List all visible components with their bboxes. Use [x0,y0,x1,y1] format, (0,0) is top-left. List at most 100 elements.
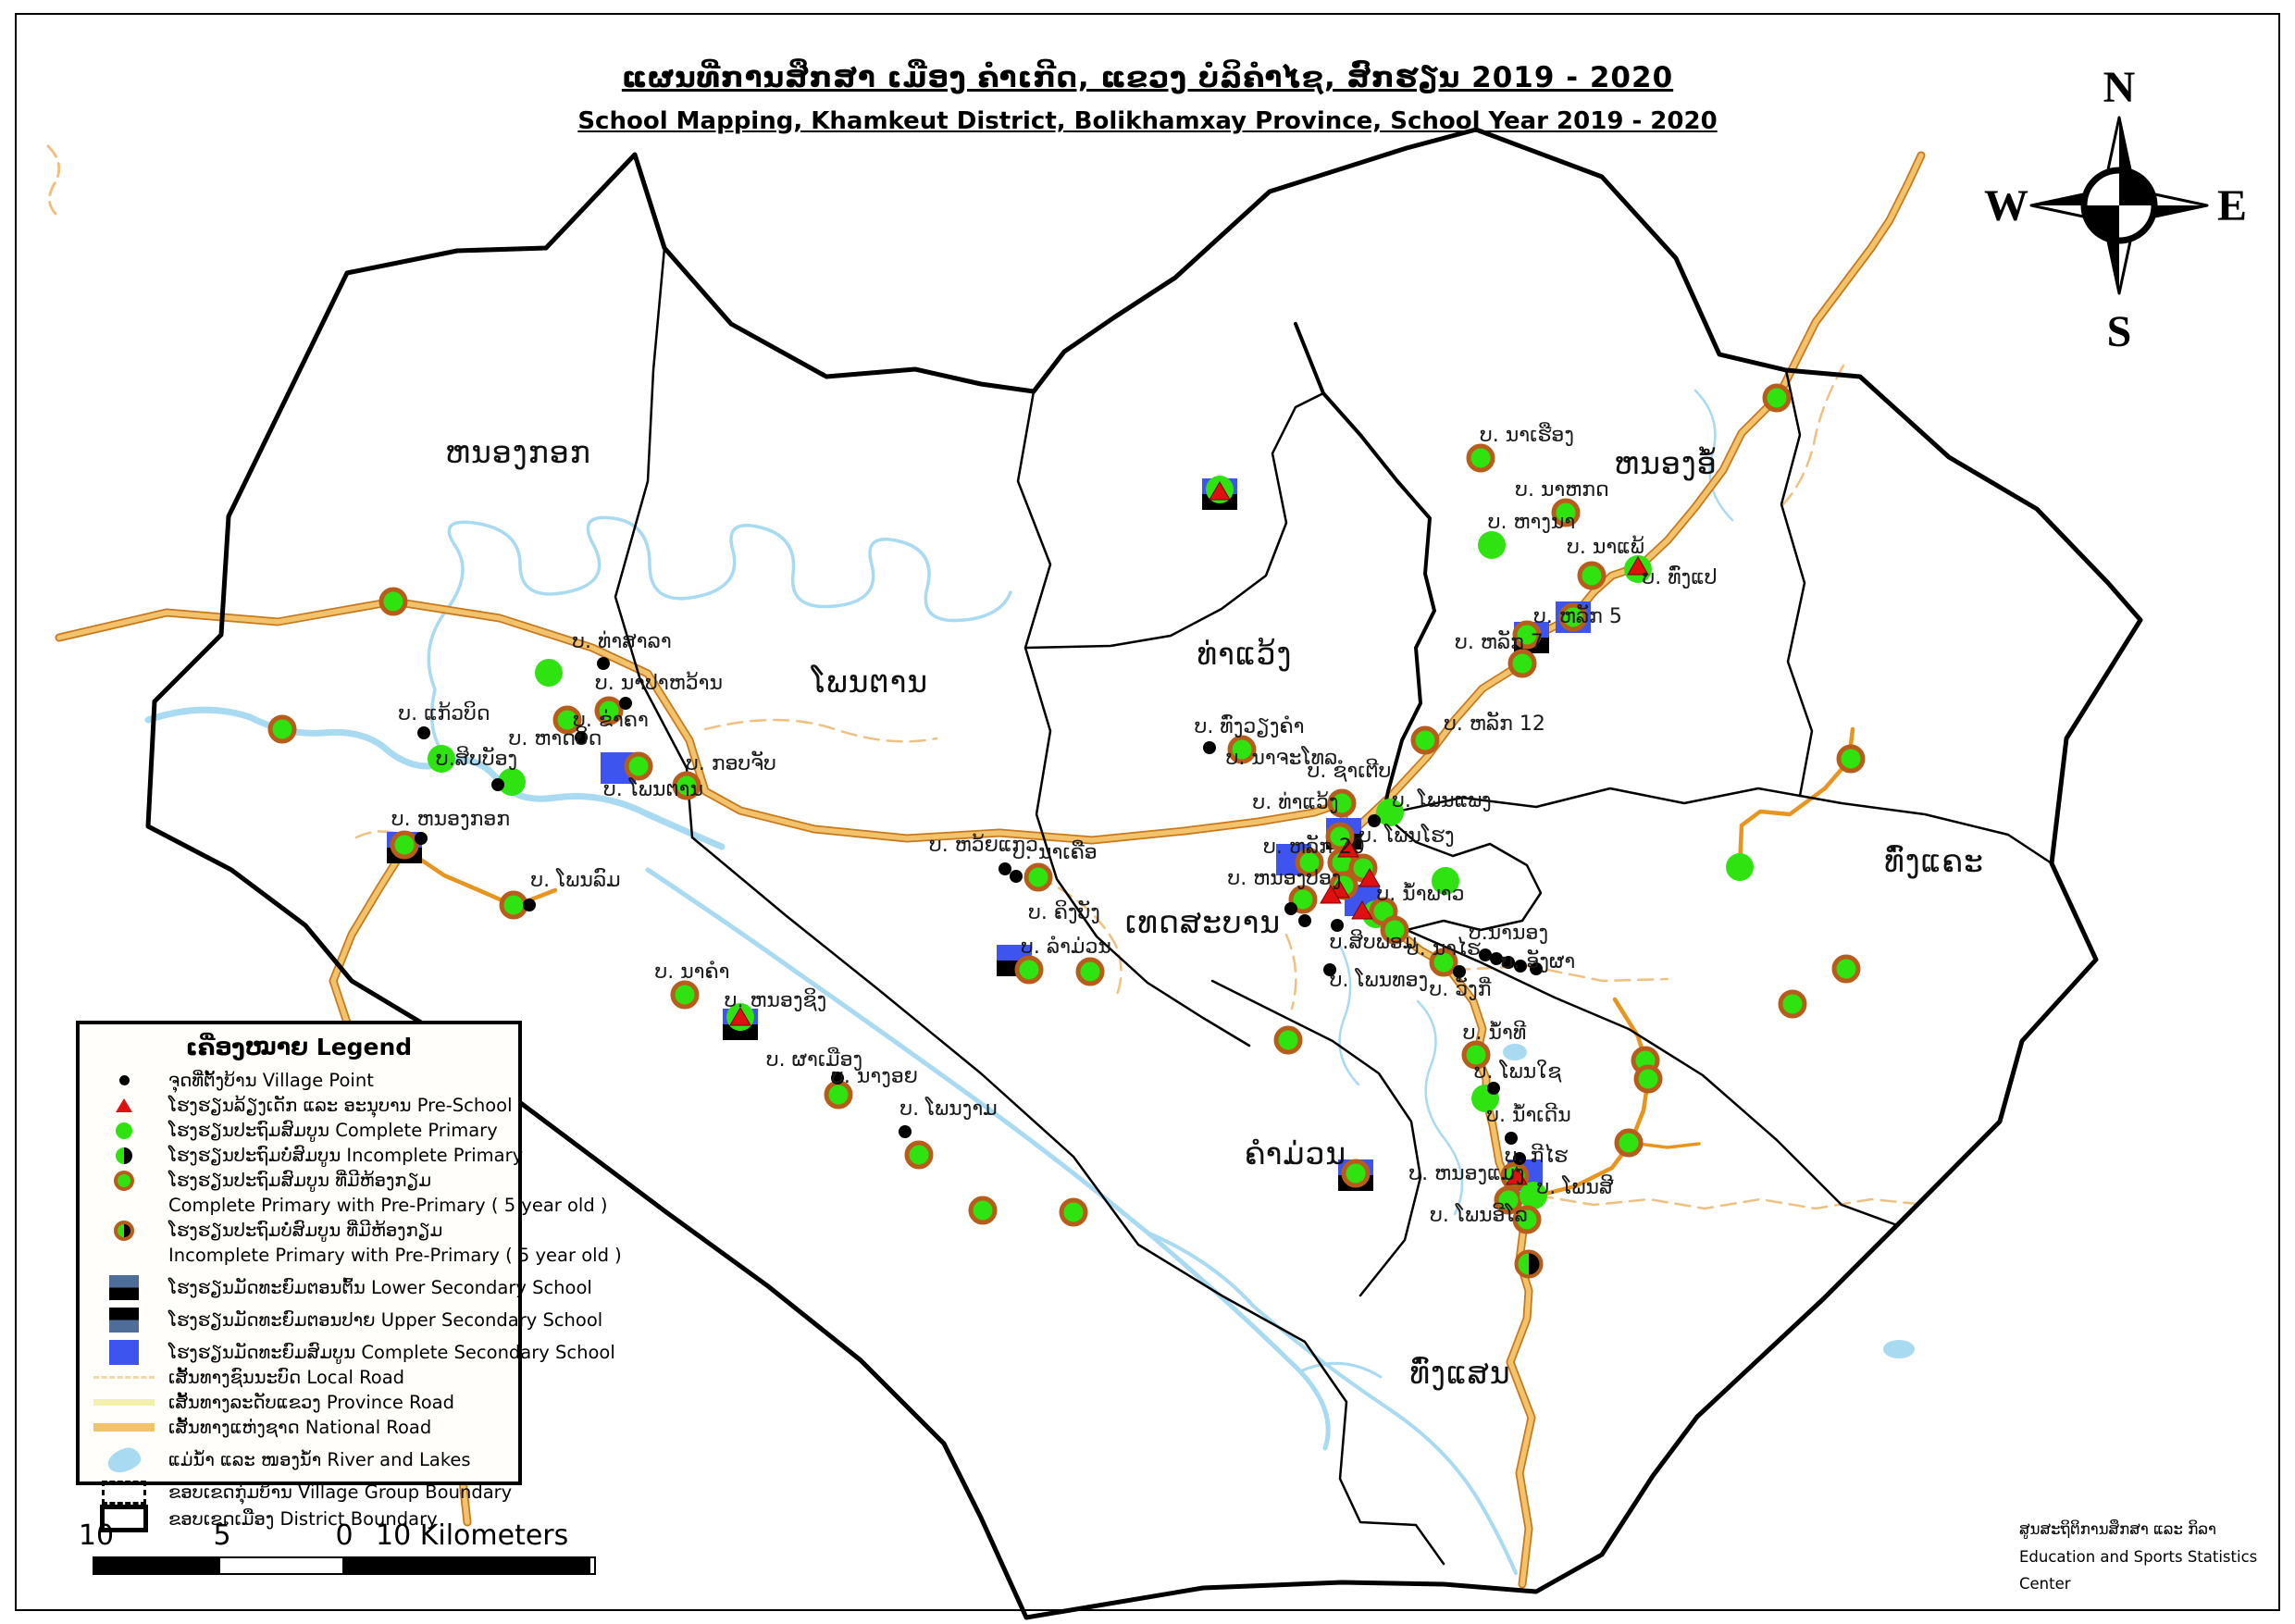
title-block: ແຜນທີ່ການສຶກສາ ເມືອງ ຄຳເກີດ, ແຂວງ ບໍລິຄຳ… [0,61,2295,135]
national-road-symbol [93,1423,155,1432]
complete-primary-pre-marker [1341,1159,1371,1188]
legend-spacer [80,1300,518,1308]
village-group-label: ທົ່ງແສນ [1409,1355,1510,1391]
complete-primary-pre-marker [1831,954,1861,984]
pre-school-marker [729,1007,751,1026]
village-point-marker [1453,965,1466,978]
scale-segment-black-1 [94,1558,220,1573]
legend-items: ຈຸດທີ່ຕັ້ງບ້ານ Village Point ໂຮງຮຽນລ້ຽງເດ… [80,1068,622,1532]
village-point-marker [1502,956,1515,969]
complete-primary-pre-marker [1614,1128,1644,1158]
local-road-topleft [46,144,63,220]
scale-segment-black-2 [342,1558,590,1573]
complete-primary-pre-marker [624,751,653,781]
compass-quadrant-sw [2084,205,2119,241]
village-label: ບ. ໂພນທອງ [1330,969,1428,992]
village-point-marker [1298,914,1311,927]
village-label: ບ. ທ່າແວ້ງ [1253,791,1339,814]
school-markers-layer [267,383,1866,1279]
village-label: ບ. ໂພນໂຮງ [1358,824,1454,848]
pre-school-marker [1337,838,1359,858]
village-label: ບ. ຫລັກ 7 [1455,630,1544,654]
complete-primary-pre-marker [1551,498,1581,527]
river-southeast [645,867,1331,1451]
district-boundary [145,127,2143,1620]
legend-item-label: Incomplete Primary with Pre-Primary ( 5 … [168,1245,622,1266]
legend-item-label: ແມ່ນ້ຳ ແລະ ໜອງນ້ຳ River and Lakes [168,1449,471,1470]
village-point-marker [1513,1152,1526,1165]
legend-item-label: ໂຮງຮຽນປະຖົມບໍ່ສົມບູນ ທີ່ມີຫ້ອງກຽມ [168,1220,443,1241]
village-label: ບ. ກອບຈັບ [686,751,776,775]
complete-primary-pre-marker [670,980,700,1010]
province-road-symbol [93,1399,155,1406]
village-group-label: ທ່າແວ້ງ [1197,636,1293,672]
village-point-marker [1514,960,1527,973]
legend-item: ໂຮງຮຽນລ້ຽງເດັກ ແລະ ອະນຸບານ Pre-School [80,1093,518,1118]
complete-primary-pre-marker [1059,1197,1088,1227]
incomplete-primary-symbol [116,1147,132,1164]
compass-e: E [2217,181,2247,230]
legend-title: ເຄື່ອງໝາຍ Legend [185,1034,413,1060]
scale-bar: 10 5 0 10 Kilometers [79,1519,759,1575]
national-road-ne [1344,153,1924,840]
village-label: ບ. ຫາງນາ [1488,511,1576,534]
boundaries-layer [145,127,2143,1620]
village-label: ບ. ທົ່ງວຽງຄຳ [1195,715,1305,738]
village-point-marker [999,862,1011,875]
river-lakes-symbol [105,1444,143,1476]
complete-primary-pre-marker [1295,848,1324,877]
complete-primary-pre-symbol [114,1170,134,1191]
complete-primary-pre-marker [1288,885,1318,914]
province-road-icon [80,1399,168,1406]
river-branch [1298,1361,1383,1379]
village-label: ບ. ຄິງບັງ [1028,900,1100,924]
credit-block: ສູນສະຖິຕິການສຶກສາ ແລະ ກິລາ Education and… [2019,1516,2278,1598]
river-center-2 [1416,999,1464,1216]
pre-school-marker [1506,1166,1528,1185]
map-title-en: School Mapping, Khamkeut District, Bolik… [577,107,1718,135]
lower-secondary-icon [80,1275,168,1300]
village-label: ບ. ແກ້ວບິດ [398,701,490,725]
village-label: ບ. ອັງຜາ [1501,949,1576,973]
complete-primary-marker [1432,867,1459,895]
district-boundary-icon [80,1505,168,1532]
legend-item-label: ເສັ້ນທາງແຫ່ງຊາດ National Road [168,1417,432,1438]
village-label: ບ. ນາຫກດ [1515,478,1609,502]
pre-school-marker [1351,900,1373,920]
complete-primary-pre-marker [1075,957,1105,986]
village-label: ບ.ສິບພອມ [1330,929,1417,954]
village-group-label: ຫນອງອໍ້ [1614,445,1717,481]
village-point-marker [1487,1082,1500,1095]
legend-item: ຂອບເຂດກຸ່ມບ້ານ Village Group Boundary [80,1480,518,1505]
complete-primary-pre-marker [378,587,408,616]
village-group-label: ເທດສະບານ [1125,904,1281,940]
legend-item-line2: Complete Primary with Pre-Primary ( 5 ye… [80,1193,608,1218]
complete-primary-pre-marker [1410,725,1440,755]
complete-secondary-icon [80,1340,168,1365]
village-label: ບ. ນາຄຳ [654,961,729,984]
village-group-label: ທົ່ງແຄະ [1884,843,1984,879]
village-label: ບ. ລຳມ່ວນ [1021,936,1111,959]
legend-item: ຈຸດທີ່ຕັ້ງບ້ານ Village Point [80,1068,518,1093]
village-label: ບ. ໂພນງາມ [899,1097,997,1121]
complete-primary-pre-marker [968,1196,998,1225]
village-point-marker [1331,919,1344,932]
village-point-marker [1490,952,1503,965]
complete-primary-pre-marker [1327,788,1357,818]
complete-primary-pre-marker [1014,955,1044,985]
river-northeast [1693,389,1734,522]
upper-secondary-symbol [109,1308,139,1333]
national-road-icon [80,1423,168,1432]
village-label: ບ. ນາແພ້ [1567,536,1644,559]
village-point-marker [575,731,588,744]
legend-item: ເສັ້ນທາງລະດັບແຂວງ Province Road [80,1390,518,1415]
local-road-icon [80,1376,168,1379]
pre-school-marker [1320,885,1342,904]
complete-primary-marker [1478,531,1506,559]
complete-primary-pre-marker [1507,649,1537,678]
complete-primary-pre-marker [552,705,582,735]
complete-primary-pre-marker [1577,561,1606,590]
scale-bar-segments [93,1556,596,1575]
